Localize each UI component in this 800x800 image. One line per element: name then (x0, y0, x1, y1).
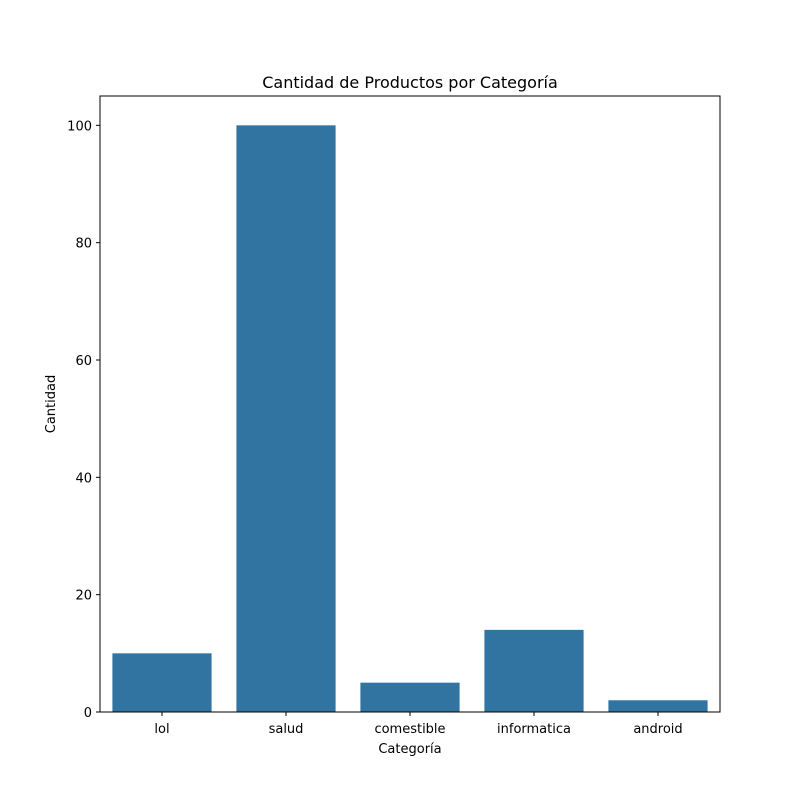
y-tick-label: 80 (75, 237, 92, 252)
x-axis-label: Categoría (378, 742, 441, 757)
bars-group (112, 125, 708, 713)
x-tick-label: informatica (497, 722, 571, 737)
y-axis: 0 20 40 60 80 100 (67, 119, 100, 721)
y-tick-label: 40 (75, 471, 92, 486)
y-tick-label: 20 (75, 589, 92, 604)
plot-frame (99, 95, 721, 713)
y-tick-label: 0 (84, 706, 92, 721)
y-axis-label: Cantidad (44, 375, 59, 433)
y-tick-label: 60 (75, 354, 92, 369)
bar-android (608, 700, 708, 712)
x-axis: lol salud comestible informatica android (154, 712, 683, 737)
y-tick-label: 100 (67, 119, 92, 134)
x-tick-label: salud (269, 722, 304, 737)
x-tick-label: android (633, 722, 682, 737)
chart-title: Cantidad de Productos por Categoría (262, 73, 558, 92)
bar-informatica (484, 629, 584, 712)
bar-lol (112, 653, 212, 712)
bar-salud (236, 125, 336, 713)
x-tick-label: comestible (374, 722, 445, 737)
bar-comestible (360, 682, 460, 712)
x-tick-label: lol (154, 722, 169, 737)
